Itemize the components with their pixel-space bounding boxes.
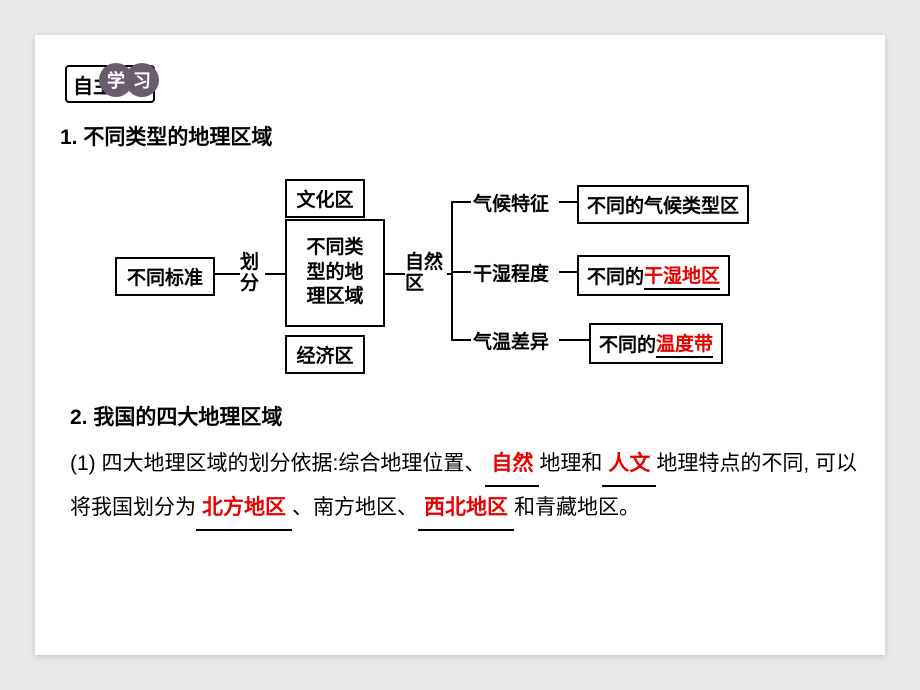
branch3-fill: 温度带 bbox=[656, 329, 713, 358]
section2-paragraph: (1) 四大地理区域的划分依据:综合地理位置、自然地理和人文地理特点的不同, 可… bbox=[70, 443, 865, 531]
diagram-container: 不同标准 划分 文化区 不同类型的地理区域 经济区 自然区 气候特征 不同的气候… bbox=[115, 171, 865, 371]
fill-3: 北方地区 bbox=[196, 487, 292, 531]
connector-line bbox=[559, 201, 577, 203]
connector-line bbox=[559, 271, 577, 273]
branch1-result: 不同的气候类型区 bbox=[577, 185, 749, 224]
self-study-badge: 自主 学 习 bbox=[65, 65, 155, 103]
badge-circles: 学 习 bbox=[99, 63, 159, 97]
branch2-result: 不同的 干湿地区 bbox=[577, 255, 730, 296]
circle-1: 学 bbox=[99, 63, 133, 97]
connector-line bbox=[559, 339, 589, 341]
fill-2: 人文 bbox=[602, 443, 656, 487]
connector-line bbox=[451, 339, 471, 341]
connector-line bbox=[385, 273, 405, 275]
fill-4: 西北地区 bbox=[418, 487, 514, 531]
box-economy: 经济区 bbox=[285, 335, 365, 374]
label-nature: 自然区 bbox=[405, 253, 443, 295]
connector-line bbox=[447, 273, 453, 275]
connector-line bbox=[265, 273, 285, 275]
box-culture: 文化区 bbox=[285, 179, 365, 218]
branch3-prefix: 不同的 bbox=[599, 330, 656, 357]
box-types: 不同类型的地理区域 bbox=[285, 219, 385, 327]
branch3-label: 气温差异 bbox=[473, 327, 549, 354]
branch3-result: 不同的 温度带 bbox=[589, 323, 723, 364]
section1-heading: 1. 不同类型的地理区域 bbox=[60, 121, 865, 151]
branch2-prefix: 不同的 bbox=[587, 262, 644, 289]
para-prefix: (1) 四大地理区域的划分依据:综合地理位置、 bbox=[70, 452, 485, 475]
connector-line bbox=[215, 273, 240, 275]
branch2-label: 干湿程度 bbox=[473, 259, 549, 286]
branch1-label: 气候特征 bbox=[473, 189, 549, 216]
para-mid1: 地理和 bbox=[539, 452, 602, 475]
connector-line bbox=[451, 201, 471, 203]
para-end: 和青藏地区。 bbox=[514, 496, 640, 519]
page-container: 自主 学 习 1. 不同类型的地理区域 不同标准 划分 文化区 不同类型的地理区… bbox=[35, 35, 885, 655]
fill-1: 自然 bbox=[485, 443, 539, 487]
section2-heading: 2. 我国的四大地理区域 bbox=[70, 401, 865, 431]
box-standard: 不同标准 bbox=[115, 257, 215, 296]
section2: 2. 我国的四大地理区域 (1) 四大地理区域的划分依据:综合地理位置、自然地理… bbox=[70, 401, 865, 531]
label-divide: 划分 bbox=[240, 253, 259, 295]
branch2-fill: 干湿地区 bbox=[644, 261, 720, 290]
para-mid3: 、南方地区、 bbox=[292, 496, 418, 519]
connector-line bbox=[451, 271, 471, 273]
